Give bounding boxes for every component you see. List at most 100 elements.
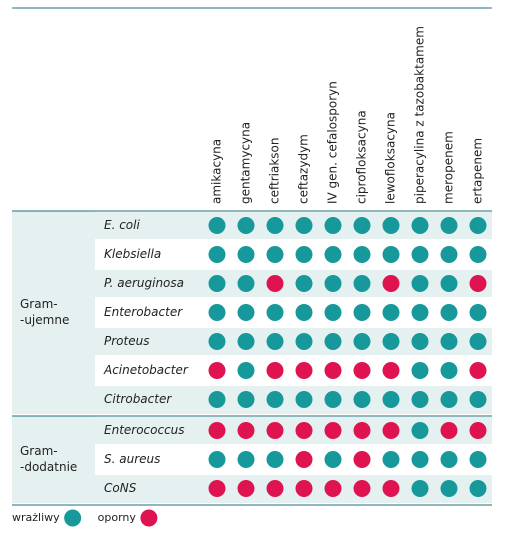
cell-dot: [237, 275, 255, 292]
cell-dot: [469, 451, 487, 468]
cell-dot: [469, 391, 487, 408]
cell-dot: [353, 422, 371, 439]
cell-dot: [469, 275, 487, 292]
cell-dot: [266, 362, 284, 379]
cell-dot: [469, 304, 487, 321]
cell-dot: [237, 217, 255, 234]
cell-dot: [324, 275, 342, 292]
group-background: [12, 416, 95, 503]
cell-dot: [382, 451, 400, 468]
cell-dot: [208, 246, 226, 263]
cell-dot: [440, 275, 458, 292]
column-header: ceftriakson: [268, 138, 282, 204]
cell-dot: [237, 333, 255, 350]
cell-dot: [440, 391, 458, 408]
group-label: Gram-: [20, 297, 58, 311]
cell-dot: [440, 422, 458, 439]
row-label: Citrobacter: [104, 392, 172, 406]
cell-dot: [353, 451, 371, 468]
cell-dot: [208, 422, 226, 439]
cell-dot: [237, 362, 255, 379]
column-header: meropenem: [442, 131, 456, 204]
cell-dot: [266, 246, 284, 263]
cell-dot: [295, 451, 313, 468]
group-label: Gram-: [20, 444, 58, 458]
cell-dot: [208, 217, 226, 234]
group-label: -dodatnie: [20, 460, 77, 474]
cell-dot: [237, 391, 255, 408]
cell-dot: [295, 422, 313, 439]
cell-dot: [382, 391, 400, 408]
row-label: Klebsiella: [104, 247, 161, 261]
cell-dot: [469, 422, 487, 439]
cell-dot: [266, 391, 284, 408]
cell-dot: [295, 480, 313, 497]
cell-dot: [266, 480, 284, 497]
cell-dot: [411, 304, 429, 321]
cell-dot: [382, 246, 400, 263]
cell-dot: [382, 217, 400, 234]
cell-dot: [324, 451, 342, 468]
cell-dot: [382, 333, 400, 350]
cell-dot: [237, 451, 255, 468]
column-header: ertapenem: [471, 138, 485, 204]
cell-dot: [353, 304, 371, 321]
cell-dot: [440, 333, 458, 350]
cell-dot: [382, 422, 400, 439]
row-background: [95, 327, 492, 356]
cell-dot: [208, 391, 226, 408]
cell-dot: [295, 246, 313, 263]
cell-dot: [208, 362, 226, 379]
cell-dot: [353, 333, 371, 350]
cell-dot: [469, 217, 487, 234]
cell-dot: [411, 333, 429, 350]
cell-dot: [324, 333, 342, 350]
cell-dot: [324, 422, 342, 439]
cell-dot: [324, 362, 342, 379]
legend-label: oporny: [98, 511, 137, 524]
cell-dot: [382, 275, 400, 292]
cell-dot: [295, 333, 313, 350]
cell-dot: [440, 246, 458, 263]
cell-dot: [469, 480, 487, 497]
cell-dot: [353, 391, 371, 408]
cell-dot: [295, 362, 313, 379]
cell-dot: [353, 246, 371, 263]
cell-dot: [208, 304, 226, 321]
cell-dot: [411, 246, 429, 263]
cell-dot: [440, 480, 458, 497]
row-label: CoNS: [104, 481, 137, 495]
row-label: E. coli: [104, 218, 140, 232]
cell-dot: [295, 391, 313, 408]
cell-dot: [353, 217, 371, 234]
row-label: P. aeruginosa: [104, 276, 184, 290]
cell-dot: [382, 480, 400, 497]
row-label: Acinetobacter: [103, 363, 189, 377]
cell-dot: [324, 304, 342, 321]
cell-dot: [469, 246, 487, 263]
cell-dot: [440, 217, 458, 234]
legend-label: wrażliwy: [12, 511, 60, 524]
row-label: Enterobacter: [104, 305, 183, 319]
cell-dot: [469, 362, 487, 379]
cell-dot: [411, 451, 429, 468]
cell-dot: [266, 304, 284, 321]
cell-dot: [295, 304, 313, 321]
cell-dot: [208, 333, 226, 350]
row-label: Enterococcus: [104, 423, 185, 437]
cell-dot: [440, 304, 458, 321]
cell-dot: [324, 391, 342, 408]
cell-dot: [411, 217, 429, 234]
cell-dot: [411, 480, 429, 497]
cell-dot: [266, 422, 284, 439]
cell-dot: [295, 275, 313, 292]
cell-dot: [208, 275, 226, 292]
group-label: -ujemne: [20, 313, 69, 327]
cell-dot: [237, 304, 255, 321]
legend-dot: [140, 509, 158, 527]
cell-dot: [440, 362, 458, 379]
cell-dot: [237, 246, 255, 263]
cell-dot: [237, 480, 255, 497]
cell-dot: [295, 217, 313, 234]
cell-dot: [266, 451, 284, 468]
